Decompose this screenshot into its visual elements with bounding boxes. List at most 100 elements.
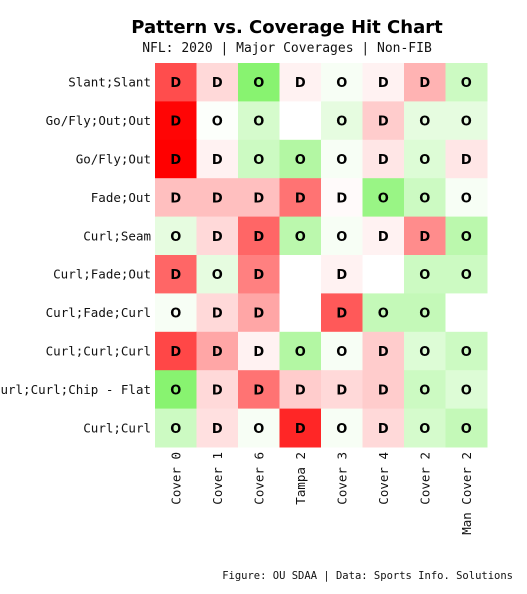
heatmap-cell xyxy=(404,255,446,294)
heatmap-cell xyxy=(279,331,322,371)
heatmap-cell xyxy=(155,331,197,371)
heatmap-cell xyxy=(321,255,363,294)
heatmap-cell xyxy=(279,63,322,102)
heatmap-cell xyxy=(445,255,488,294)
heatmap-cell xyxy=(238,63,280,102)
cell-label: O xyxy=(461,268,472,283)
row-label: Go/Fly;Out;Out xyxy=(46,113,151,128)
cell-label: D xyxy=(253,230,264,245)
column-label: Cover 6 xyxy=(251,452,266,505)
heatmap-cell xyxy=(362,408,405,448)
cell-label: D xyxy=(253,383,264,398)
cell-label: D xyxy=(419,230,430,245)
heatmap-cell xyxy=(404,216,446,256)
heatmap-cell xyxy=(279,255,322,294)
cell-label: D xyxy=(170,268,181,283)
heatmap-cell xyxy=(238,293,280,333)
cell-label: D xyxy=(212,307,223,322)
chart-title: Pattern vs. Coverage Hit Chart xyxy=(131,17,443,38)
heatmap-cell xyxy=(362,178,405,218)
heatmap-cell xyxy=(321,63,363,102)
cell-label: D xyxy=(419,76,430,91)
cell-label: O xyxy=(170,230,181,245)
heatmap-cell xyxy=(445,293,488,333)
cell-label: D xyxy=(378,422,389,437)
cell-label: D xyxy=(170,345,181,360)
cell-label: O xyxy=(419,307,430,322)
cell-label: O xyxy=(253,422,264,437)
heatmap-cell xyxy=(362,293,405,333)
cell-label: D xyxy=(170,153,181,168)
cell-label: D xyxy=(253,191,264,206)
cell-label: D xyxy=(212,153,223,168)
cell-label: O xyxy=(253,115,264,130)
heatmap-cell xyxy=(238,216,280,256)
chart-subtitle: NFL: 2020 | Major Coverages | Non-FIB xyxy=(142,41,432,56)
heatmap-cell xyxy=(321,216,363,256)
heatmap-cell xyxy=(196,370,239,410)
heatmap-cell xyxy=(155,101,197,141)
cell-label: D xyxy=(378,383,389,398)
heatmap-cell xyxy=(279,370,322,410)
heatmap-cell xyxy=(238,408,280,448)
heatmap-cell xyxy=(155,139,197,179)
cell-label: O xyxy=(336,115,347,130)
heatmap-cell xyxy=(445,216,488,256)
row-label: Curl;Seam xyxy=(83,228,151,243)
heatmap-cell xyxy=(155,408,197,448)
heatmap-cell xyxy=(404,370,446,410)
cell-label: D xyxy=(212,345,223,360)
cell-label: O xyxy=(295,230,306,245)
cell-label: O xyxy=(336,422,347,437)
cell-label: O xyxy=(212,268,223,283)
cell-label: O xyxy=(336,76,347,91)
heatmap-cell xyxy=(321,178,363,218)
cell-label: D xyxy=(378,115,389,130)
heatmap-cell xyxy=(196,216,239,256)
cell-label: O xyxy=(170,307,181,322)
column-label: Cover 1 xyxy=(210,452,225,505)
row-label: Slant;Slant xyxy=(68,75,151,90)
heatmap-cell xyxy=(445,408,488,448)
cell-label: O xyxy=(419,153,430,168)
cell-label: O xyxy=(170,383,181,398)
cell-label: D xyxy=(378,345,389,360)
heatmap-cell xyxy=(321,370,363,410)
cell-label: O xyxy=(461,383,472,398)
cell-label: O xyxy=(253,153,264,168)
heatmap-cell xyxy=(155,255,197,294)
heatmap-cell xyxy=(362,331,405,371)
cell-label: O xyxy=(336,153,347,168)
heatmap-cell xyxy=(445,178,488,218)
column-label: Cover 4 xyxy=(376,452,391,505)
heatmap-cell xyxy=(279,216,322,256)
cell-label: O xyxy=(419,422,430,437)
heatmap-cell xyxy=(404,331,446,371)
cell-label: D xyxy=(170,191,181,206)
heatmap-cell xyxy=(155,216,197,256)
heatmap-cell xyxy=(321,408,363,448)
cell-label: O xyxy=(419,115,430,130)
row-label: Curl;Curl xyxy=(83,420,151,435)
heatmap-cell xyxy=(362,101,405,141)
heatmap-cell xyxy=(445,331,488,371)
heatmap-cell xyxy=(196,293,239,333)
heatmap-cell xyxy=(155,293,197,333)
heatmap-cell xyxy=(238,139,280,179)
row-label: Curl;Curl;Chip - Flat xyxy=(0,382,151,397)
column-label: Tampa 2 xyxy=(293,452,308,505)
heatmap-cell xyxy=(362,370,405,410)
row-label: Curl;Curl;Curl xyxy=(46,344,151,359)
column-label: Cover 0 xyxy=(168,452,183,505)
heatmap-cell xyxy=(196,408,239,448)
cell-label: O xyxy=(419,383,430,398)
heatmap-cell xyxy=(155,63,197,102)
heatmap-cell xyxy=(404,139,446,179)
column-label: Man Cover 2 xyxy=(459,452,474,535)
heatmap-cell xyxy=(279,293,322,333)
heatmap-cell xyxy=(279,101,322,141)
column-label: Cover 3 xyxy=(334,452,349,505)
heatmap-cell xyxy=(196,331,239,371)
chart-caption: Figure: OU SDAA | Data: Sports Info. Sol… xyxy=(222,570,513,582)
heatmap-cell xyxy=(238,255,280,294)
